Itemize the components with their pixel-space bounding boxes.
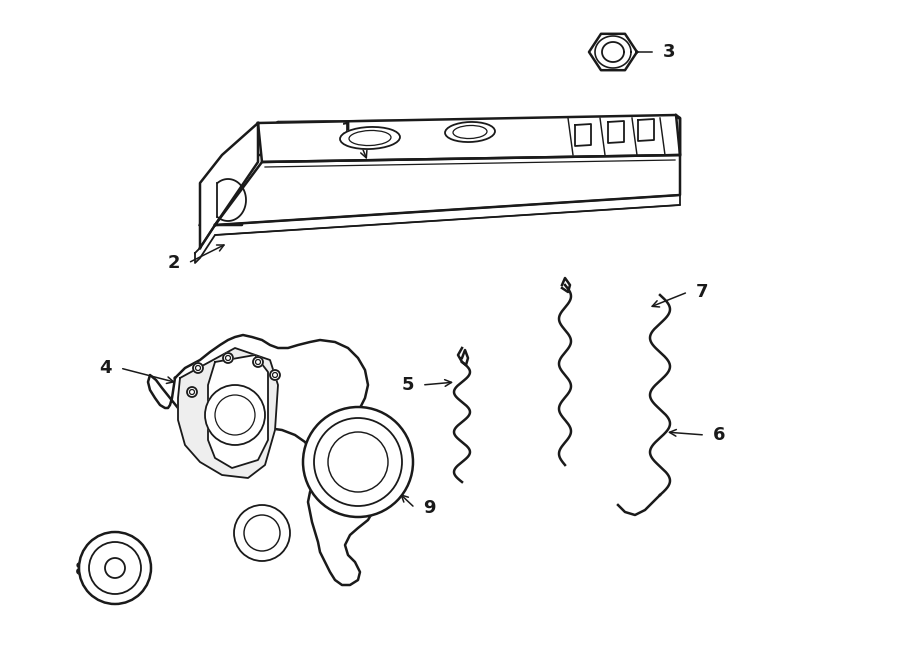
Text: 8: 8 — [75, 561, 87, 579]
Text: 9: 9 — [423, 499, 436, 517]
Text: 1: 1 — [341, 121, 353, 139]
Text: 5: 5 — [401, 376, 414, 394]
Circle shape — [205, 385, 265, 445]
Circle shape — [187, 387, 197, 397]
Circle shape — [223, 353, 233, 363]
Polygon shape — [242, 118, 680, 155]
Polygon shape — [200, 122, 278, 225]
Polygon shape — [200, 123, 258, 248]
Polygon shape — [148, 335, 378, 585]
Polygon shape — [608, 121, 624, 143]
Polygon shape — [215, 155, 680, 225]
Text: 2: 2 — [167, 254, 180, 272]
Polygon shape — [208, 355, 268, 468]
Circle shape — [234, 505, 290, 561]
Text: 4: 4 — [100, 359, 112, 377]
Polygon shape — [602, 42, 624, 62]
Polygon shape — [178, 348, 278, 478]
Polygon shape — [258, 115, 680, 162]
Ellipse shape — [445, 122, 495, 142]
Circle shape — [253, 357, 263, 367]
Text: 7: 7 — [696, 283, 708, 301]
Polygon shape — [589, 34, 637, 70]
Circle shape — [79, 532, 151, 604]
Polygon shape — [195, 195, 680, 263]
Polygon shape — [575, 124, 591, 146]
Ellipse shape — [340, 127, 400, 149]
Polygon shape — [638, 119, 654, 141]
Text: 6: 6 — [713, 426, 725, 444]
Circle shape — [303, 407, 413, 517]
Circle shape — [193, 363, 203, 373]
Circle shape — [270, 370, 280, 380]
Text: 3: 3 — [663, 43, 676, 61]
